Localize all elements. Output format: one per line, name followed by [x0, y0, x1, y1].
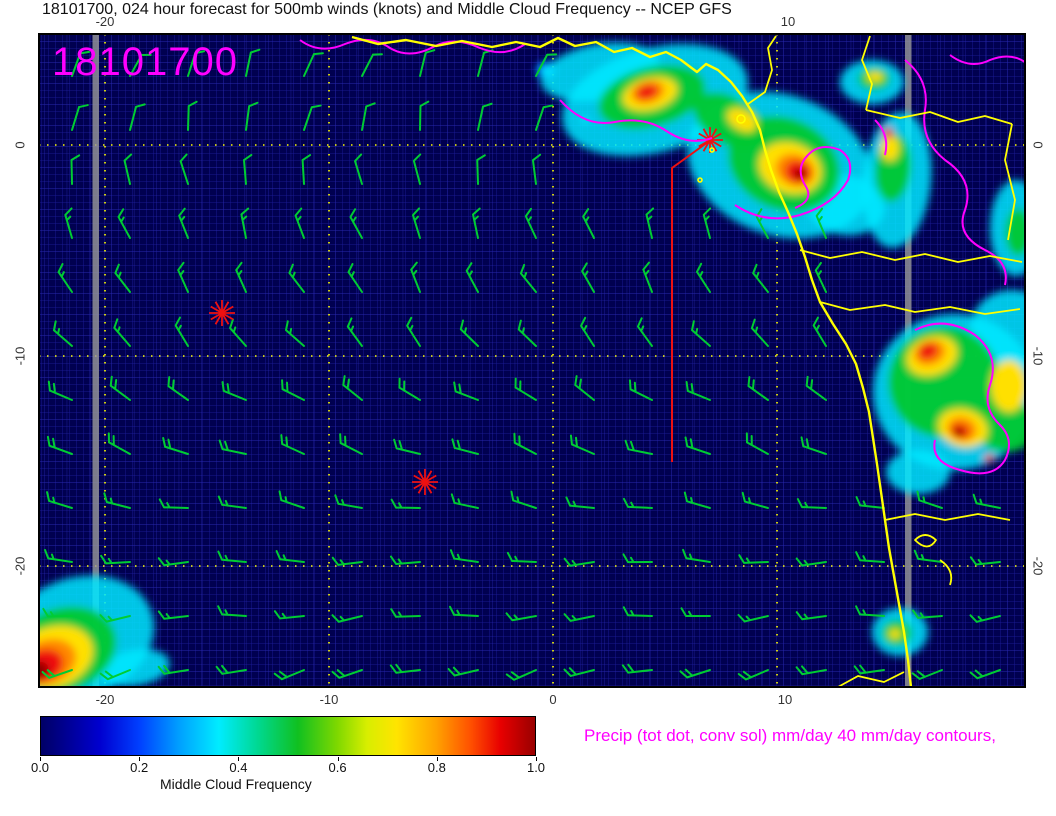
map-frame: [38, 33, 1026, 688]
axis-tick-label: 10: [777, 692, 793, 707]
axis-tick-label: 10: [780, 14, 796, 29]
axis-tick-label: -10: [1030, 346, 1046, 366]
axis-tick-label: -10: [319, 692, 339, 707]
colorbar-tickmark: [40, 757, 41, 761]
timestamp-overlay: 18101700: [52, 40, 238, 84]
axis-tick-label: 0: [549, 692, 557, 707]
axis-tick-label: -20: [1030, 556, 1046, 576]
colorbar-tickmark: [436, 757, 438, 761]
colorbar-tickmark: [238, 757, 240, 761]
colorbar: [40, 716, 536, 756]
country-borders: [697, 35, 1023, 688]
colorbar-tickmark: [536, 757, 537, 761]
colorbar-tick-label: 0.6: [328, 760, 347, 775]
axis-tick-label: 0: [1030, 141, 1046, 149]
colorbar-tick-label: 0.4: [229, 760, 248, 775]
precip-caption: Precip (tot dot, conv sol) mm/day 40 mm/…: [584, 726, 996, 745]
map-canvas: [38, 33, 1026, 688]
colorbar-tickmark: [337, 757, 339, 761]
colorbar-tick-label: 1.0: [526, 760, 546, 775]
colorbar-label: Middle Cloud Frequency: [160, 776, 312, 792]
axis-tick-label: -20: [95, 692, 115, 707]
colorbar-tick-label: 0.2: [130, 760, 149, 775]
wind-barbs-layer: [41, 48, 1001, 681]
precip-contours: [299, 38, 1026, 475]
axis-tick-label: -20: [95, 14, 115, 29]
axis-tick-label: 0: [12, 141, 28, 149]
red-track-and-markers: [209, 127, 723, 495]
axis-tick-label: -10: [12, 346, 28, 366]
colorbar-tick-label: 0.8: [427, 760, 446, 775]
colorbar-tick-label: 0.0: [30, 760, 50, 775]
axis-tick-label: -20: [12, 556, 28, 576]
colorbar-tickmark: [139, 757, 141, 761]
page-title: 18101700, 024 hour forecast for 500mb wi…: [42, 1, 732, 18]
coastlines: [351, 35, 913, 688]
